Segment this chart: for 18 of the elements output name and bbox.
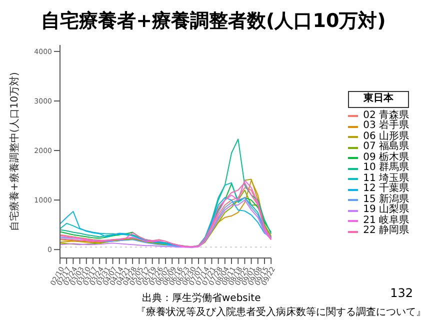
legend-label: 22 静岡県 xyxy=(363,225,409,237)
legend-label: 06 山形県 xyxy=(363,130,409,142)
legend-label: 07 福島県 xyxy=(363,141,409,152)
text: 『療養状況等及び入院患者受入病床数等に関する調査について』 xyxy=(136,306,426,319)
legend-label: 21 岐阜県 xyxy=(363,214,409,226)
legend-label: 02 青森県 xyxy=(363,110,409,121)
legend-label: 09 栃木県 xyxy=(363,152,409,163)
legend-label: 03 岩手県 xyxy=(363,120,409,132)
chart-title: 自宅療養者+療養調整者数(人口10万対) xyxy=(40,9,387,34)
source-note: 出典：厚生労働省website xyxy=(142,292,261,305)
legend-title: 東日本 xyxy=(348,91,409,108)
legend-label: 11 埼玉県 xyxy=(363,172,409,184)
legend-label: 19 山梨県 xyxy=(363,204,409,216)
text: 132 xyxy=(390,286,413,300)
legend-label: 15 新潟県 xyxy=(363,194,409,205)
y-axis-title: 自宅療養+療養調整中(人口10万対) xyxy=(8,72,21,231)
legend-label: 10 群馬県 xyxy=(363,162,409,174)
legend-label: 12 千葉県 xyxy=(363,183,409,194)
